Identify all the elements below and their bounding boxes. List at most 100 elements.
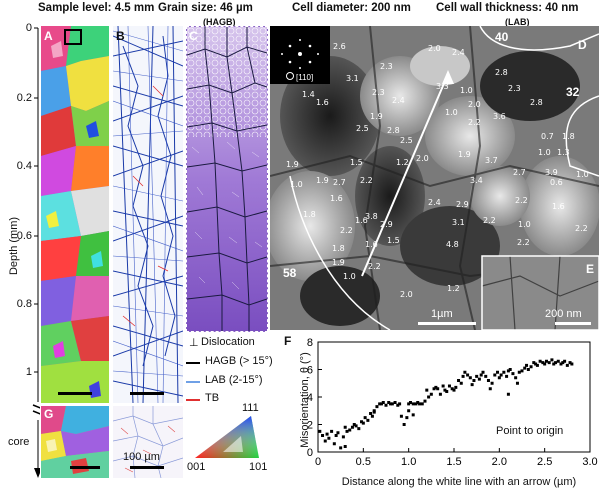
y-tick-label: 0 — [307, 447, 313, 459]
tem-image-d — [270, 26, 599, 330]
tem-value: 1.8 — [332, 244, 345, 253]
scalebar-e — [555, 322, 591, 325]
data-point — [515, 381, 519, 385]
y-tick-label: 8 — [307, 337, 313, 349]
data-point — [352, 423, 356, 426]
ebsd-a-inset-box — [64, 29, 82, 45]
tem-value: 2.9 — [456, 200, 469, 209]
data-point — [381, 401, 385, 404]
tem-value: 0.7 — [541, 132, 554, 141]
tem-value: 2.0 — [416, 154, 429, 163]
scalebar-e-label: 200 nm — [545, 308, 582, 320]
data-point — [372, 410, 376, 414]
tem-value: 1.3 — [557, 148, 570, 157]
data-point — [399, 414, 403, 418]
data-point — [459, 381, 463, 385]
ebsd-map-a — [41, 26, 109, 403]
data-point — [339, 446, 343, 450]
data-point — [423, 399, 427, 403]
tem-value: 2.9 — [380, 220, 393, 229]
depth-tick-3: 0.6 — [16, 230, 32, 242]
tem-value: 1.0 — [460, 86, 473, 95]
tem-value: 1.0 — [518, 220, 531, 229]
scalebar-d-label: 1µm — [431, 308, 453, 320]
data-point — [463, 370, 467, 374]
tem-value: 2.7 — [513, 168, 526, 177]
data-point — [363, 416, 367, 420]
data-point — [493, 373, 497, 377]
diffraction-zone: [110] — [296, 73, 314, 82]
tem-value: 2.4 — [428, 198, 441, 207]
data-point — [420, 402, 424, 406]
data-point — [323, 439, 327, 443]
data-point — [387, 401, 391, 404]
data-point — [438, 392, 442, 396]
tem-value: 2.5 — [400, 136, 413, 145]
tem-value: 2.2 — [483, 216, 496, 225]
legend-dislocation: Dislocation — [201, 336, 255, 348]
data-point — [529, 365, 533, 369]
core-label: core — [8, 436, 30, 448]
data-point — [354, 424, 358, 428]
data-point — [496, 370, 500, 374]
depth-tick-4: 0.8 — [16, 298, 32, 310]
data-point — [408, 401, 412, 404]
data-point — [418, 402, 422, 406]
data-point — [523, 366, 527, 370]
misorientation-label-32: 32 — [566, 85, 580, 99]
tem-value: 1.8 — [303, 210, 316, 219]
data-point — [517, 370, 521, 374]
data-point — [441, 384, 445, 388]
data-point — [565, 363, 569, 367]
tem-value: 1.0 — [538, 148, 551, 157]
tem-value: 3.4 — [470, 176, 483, 185]
ipf-triangle — [193, 414, 263, 460]
scalebar-core — [130, 466, 164, 469]
tem-value: 2.0 — [400, 290, 413, 299]
data-point — [425, 388, 429, 392]
tem-value: 2.3 — [508, 84, 521, 93]
tem-value: 0.6 — [550, 178, 563, 187]
data-point — [526, 368, 530, 371]
data-point — [407, 402, 411, 406]
x-tick-label: 0 — [315, 456, 321, 468]
data-point — [375, 405, 379, 409]
data-point — [416, 401, 420, 404]
chart-xlabel: Distance along the white line with an ar… — [341, 476, 577, 488]
legend-tb-swatch — [186, 399, 200, 401]
tem-value: 2.0 — [428, 44, 441, 53]
data-point — [559, 362, 563, 366]
data-point — [457, 379, 461, 382]
depth-axis-label: Depth (mm) — [8, 216, 20, 276]
header-cell-wall-sub: (LAB) — [505, 17, 530, 27]
data-point — [497, 376, 501, 380]
ipf-label-001: 001 — [187, 461, 206, 473]
data-point — [330, 429, 334, 433]
y-tick-label: 2 — [307, 420, 313, 432]
data-point — [552, 362, 556, 366]
data-point — [445, 390, 449, 393]
data-point — [318, 429, 322, 433]
data-point — [508, 368, 512, 371]
data-point — [534, 362, 538, 366]
scalebar-a — [58, 392, 92, 395]
tem-value: 3.9 — [545, 168, 558, 177]
header-cell-wall: Cell wall thickness: 40 nm — [436, 2, 579, 14]
tem-value: 1.0 — [290, 180, 303, 189]
data-point — [360, 420, 364, 424]
data-point — [535, 363, 539, 367]
scalebar-b-label: 100 µm — [123, 451, 160, 463]
tem-value: 2.5 — [356, 124, 369, 133]
header-sample-level: Sample level: 4.5 mm — [38, 2, 155, 14]
data-point — [350, 425, 354, 429]
data-point — [436, 387, 440, 391]
panel-label-c: C — [189, 29, 198, 43]
tem-value: 2.2 — [340, 226, 353, 235]
misorientation-label-58: 58 — [283, 266, 297, 280]
data-point — [378, 402, 382, 406]
tem-value: 1.8 — [562, 132, 575, 141]
data-point — [479, 373, 483, 377]
tem-value: 2.3 — [380, 62, 393, 71]
data-point — [434, 385, 438, 389]
panel-label-e: E — [586, 262, 595, 276]
